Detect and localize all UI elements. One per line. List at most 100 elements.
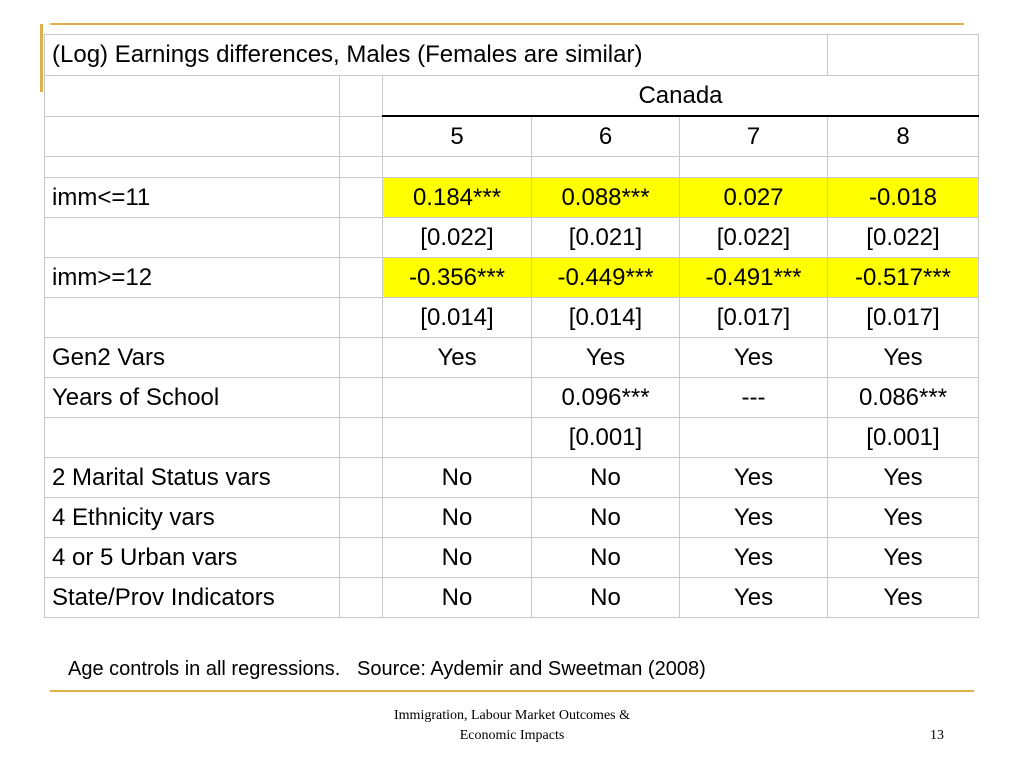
empty-cell: [339, 337, 383, 378]
table-cell: Yes: [827, 577, 979, 618]
column-header: 8: [827, 115, 979, 157]
table-row: 2 Marital Status vars No No Yes Yes: [44, 457, 979, 498]
table-row: [0.001] [0.001]: [44, 417, 979, 458]
table-cell: No: [531, 577, 680, 618]
table-cell: [0.014]: [531, 297, 680, 338]
table-cell: 0.027: [679, 177, 828, 218]
table-row: Gen2 Vars Yes Yes Yes Yes: [44, 337, 979, 378]
table-cell: 0.184***: [382, 177, 532, 218]
table-cell: Yes: [827, 337, 979, 378]
column-header: 5: [382, 115, 532, 157]
table-cell: Yes: [679, 577, 828, 618]
table-cell: Yes: [382, 337, 532, 378]
table-cell: [679, 417, 828, 458]
table-title: (Log) Earnings differences, Males (Femal…: [44, 34, 828, 76]
table-cell: 0.096***: [531, 377, 680, 418]
empty-cell: [339, 377, 383, 418]
table-cell: Yes: [679, 497, 828, 538]
table-cell: Yes: [827, 537, 979, 578]
empty-cell: [339, 457, 383, 498]
footer-line-2: Economic Impacts: [459, 728, 565, 743]
table-cell: [0.001]: [531, 417, 680, 458]
spacer-row: [44, 156, 979, 178]
title-row: (Log) Earnings differences, Males (Femal…: [44, 34, 979, 76]
group-header-canada: Canada: [382, 75, 979, 117]
table-cell: -0.517***: [827, 257, 979, 298]
row-label: 4 or 5 Urban vars: [44, 537, 340, 578]
empty-cell: [339, 577, 383, 618]
empty-cell: [339, 257, 383, 298]
table-cell: [0.021]: [531, 217, 680, 258]
column-header: 7: [679, 115, 828, 157]
column-header: 6: [531, 115, 680, 157]
table-cell: [0.022]: [679, 217, 828, 258]
row-label: imm<=11: [44, 177, 340, 218]
table-cell: [0.001]: [827, 417, 979, 458]
table-cell: 0.088***: [531, 177, 680, 218]
table-cell: [0.017]: [827, 297, 979, 338]
empty-cell: [339, 297, 383, 338]
table-cell: 0.086***: [827, 377, 979, 418]
table-cell: Yes: [679, 537, 828, 578]
table-row: imm<=11 0.184*** 0.088*** 0.027 -0.018: [44, 177, 979, 218]
table-cell: -0.491***: [679, 257, 828, 298]
table-cell: [0.022]: [827, 217, 979, 258]
row-label: Gen2 Vars: [44, 337, 340, 378]
row-label: [44, 297, 340, 338]
column-header-row: 5 6 7 8: [44, 115, 979, 157]
regression-table: (Log) Earnings differences, Males (Femal…: [44, 34, 979, 618]
table-cell: [0.022]: [382, 217, 532, 258]
table-cell: -0.449***: [531, 257, 680, 298]
table-row: Years of School 0.096*** --- 0.086***: [44, 377, 979, 418]
table-cell: [0.014]: [382, 297, 532, 338]
table-cell: No: [531, 537, 680, 578]
table-cell: -0.356***: [382, 257, 532, 298]
table-cell: Yes: [827, 497, 979, 538]
table-cell: [382, 417, 532, 458]
empty-cell: [827, 34, 979, 76]
page-number: 13: [930, 728, 944, 743]
table-row: 4 or 5 Urban vars No No Yes Yes: [44, 537, 979, 578]
source-note: Age controls in all regressions. Source:…: [68, 658, 706, 680]
footer-title: Immigration, Labour Market Outcomes & Ec…: [380, 706, 644, 746]
row-label: Years of School: [44, 377, 340, 418]
row-label: 4 Ethnicity vars: [44, 497, 340, 538]
bottom-accent-line: [50, 690, 974, 692]
empty-cell: [339, 537, 383, 578]
empty-cell: [339, 75, 383, 117]
table-cell: Yes: [679, 457, 828, 498]
table-cell: No: [382, 497, 532, 538]
table-cell: [0.017]: [679, 297, 828, 338]
table-cell: [382, 377, 532, 418]
row-label: [44, 217, 340, 258]
table-cell: ---: [679, 377, 828, 418]
table-cell: Yes: [531, 337, 680, 378]
empty-cell: [339, 497, 383, 538]
table-row: imm>=12 -0.356*** -0.449*** -0.491*** -0…: [44, 257, 979, 298]
table-cell: No: [531, 497, 680, 538]
empty-cell: [339, 177, 383, 218]
top-accent-line: [50, 23, 964, 25]
footer-line-1: Immigration, Labour Market Outcomes &: [394, 708, 630, 723]
table-cell: -0.018: [827, 177, 979, 218]
empty-cell: [44, 115, 340, 157]
table-row: [0.022] [0.021] [0.022] [0.022]: [44, 217, 979, 258]
left-accent-line: [40, 24, 43, 92]
table-cell: Yes: [679, 337, 828, 378]
row-label: imm>=12: [44, 257, 340, 298]
empty-cell: [339, 417, 383, 458]
empty-cell: [339, 217, 383, 258]
group-header-row: Canada: [44, 75, 979, 117]
table-row: 4 Ethnicity vars No No Yes Yes: [44, 497, 979, 538]
table-cell: Yes: [827, 457, 979, 498]
row-label: [44, 417, 340, 458]
empty-cell: [44, 75, 340, 117]
table-row: State/Prov Indicators No No Yes Yes: [44, 577, 979, 618]
table-cell: No: [382, 537, 532, 578]
table-cell: No: [382, 577, 532, 618]
table-row: [0.014] [0.014] [0.017] [0.017]: [44, 297, 979, 338]
row-label: State/Prov Indicators: [44, 577, 340, 618]
row-label: 2 Marital Status vars: [44, 457, 340, 498]
table-cell: No: [382, 457, 532, 498]
empty-cell: [339, 115, 383, 157]
